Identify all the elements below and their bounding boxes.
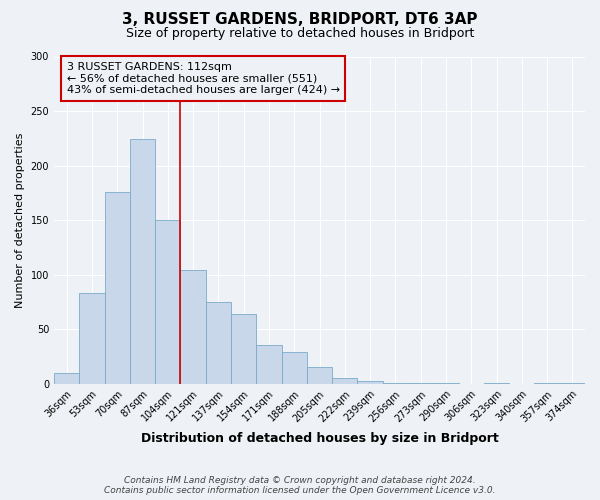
Bar [54,373,79,384]
Bar [155,220,181,384]
Text: Contains HM Land Registry data © Crown copyright and database right 2024.
Contai: Contains HM Land Registry data © Crown c… [104,476,496,495]
Bar [307,368,332,384]
Bar [206,302,231,384]
Bar [484,382,509,384]
X-axis label: Distribution of detached houses by size in Bridport: Distribution of detached houses by size … [140,432,499,445]
Bar [231,314,256,384]
Bar [358,380,383,384]
Bar [130,140,155,384]
Bar [79,293,104,384]
Text: 3 RUSSET GARDENS: 112sqm
← 56% of detached houses are smaller (551)
43% of semi-: 3 RUSSET GARDENS: 112sqm ← 56% of detach… [67,62,340,95]
Bar [383,382,408,384]
Y-axis label: Number of detached properties: Number of detached properties [15,132,25,308]
Bar [281,352,307,384]
Text: 3, RUSSET GARDENS, BRIDPORT, DT6 3AP: 3, RUSSET GARDENS, BRIDPORT, DT6 3AP [122,12,478,28]
Bar [408,382,433,384]
Bar [560,382,585,384]
Bar [256,344,281,384]
Text: Size of property relative to detached houses in Bridport: Size of property relative to detached ho… [126,28,474,40]
Bar [535,382,560,384]
Bar [433,382,458,384]
Bar [332,378,358,384]
Bar [104,192,130,384]
Bar [181,270,206,384]
